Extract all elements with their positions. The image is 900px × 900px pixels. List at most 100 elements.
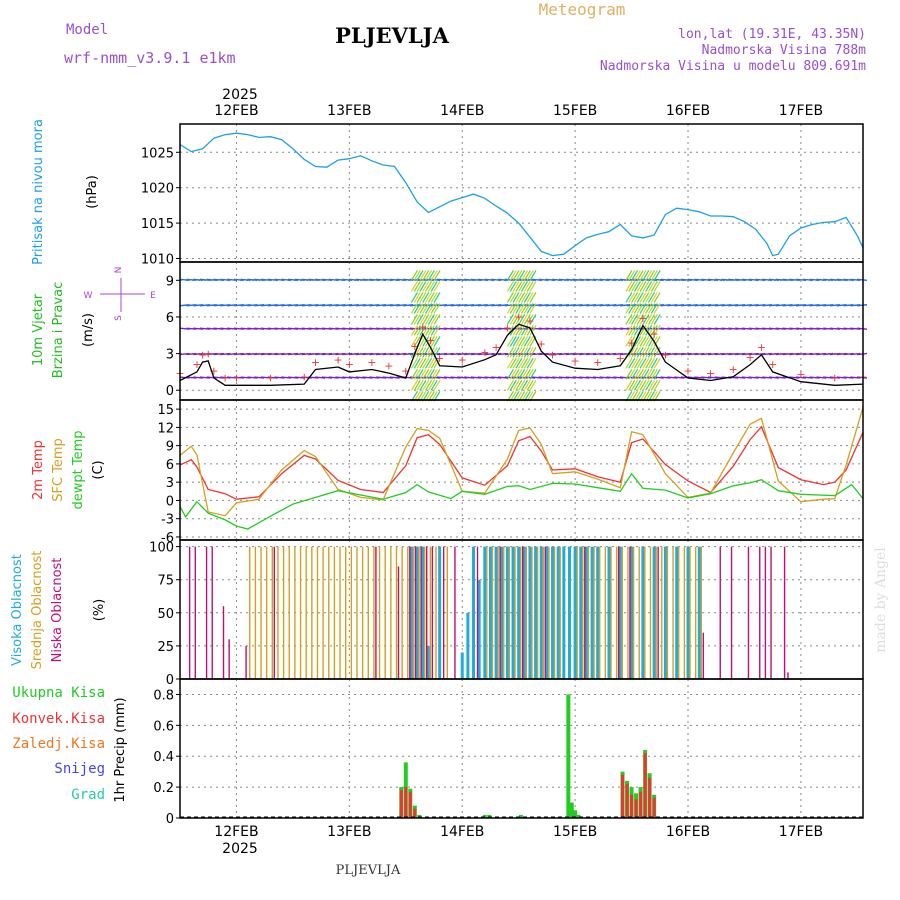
gust-marker: + — [367, 356, 376, 369]
compass-e: E — [150, 291, 156, 301]
precip-legend: Ukupna Kisa Konvek.Kisa Zaledj.Kisa Snij… — [12, 685, 128, 803]
wind-barb — [645, 303, 653, 314]
gust-marker: + — [593, 356, 602, 369]
ytick-label: 75 — [157, 574, 174, 589]
wind-barb — [416, 270, 424, 281]
precip-total-label: Ukupna Kisa — [12, 685, 105, 701]
wind-ylabel-group: 10m Vjetar Brzina i Pravac (m/s) W N E S — [31, 267, 156, 379]
wind-barb — [425, 314, 433, 325]
wind-barb — [526, 292, 534, 303]
low-cloud-ylabel: Niska Oblacnost — [50, 558, 65, 663]
wind-barb — [628, 314, 636, 325]
wind-barb — [410, 303, 418, 314]
wind-barb — [636, 380, 644, 391]
wind-barb — [413, 314, 421, 325]
wind-barb — [526, 281, 534, 292]
snow-label: Snijeg — [54, 761, 105, 777]
wind-barb — [633, 292, 641, 303]
wind-barb — [636, 369, 644, 380]
wind-barb — [650, 270, 658, 281]
wind-barb — [413, 369, 421, 380]
model-elevation-label: Nadmorska Visina u modelu 809.691m — [600, 59, 866, 74]
wind-barb — [506, 369, 514, 380]
top-day-label: 16FEB — [666, 103, 710, 119]
series-line-2-1 — [179, 407, 864, 517]
watermark: made by Angel — [873, 547, 889, 653]
gust-marker: + — [525, 314, 534, 327]
precip-bar — [518, 814, 523, 818]
wind-barb — [427, 358, 435, 369]
wind-barb — [422, 325, 430, 336]
wind-barb — [856, 376, 868, 379]
wind-barb — [636, 347, 644, 358]
wind-barb — [427, 314, 435, 325]
wind-barb — [506, 281, 514, 292]
precip-ylabel: 1hr Precip (mm) — [113, 697, 128, 802]
wind-barb — [520, 281, 529, 292]
precip-bar — [643, 753, 647, 818]
wind-barb — [506, 292, 514, 303]
precip-bar — [417, 814, 422, 818]
wind-barb — [642, 336, 650, 347]
wind-barb — [639, 358, 647, 369]
wind-barb — [506, 314, 514, 325]
precip-bar — [404, 787, 408, 818]
wind-barb — [647, 358, 656, 369]
bottom-day-label: 13FEB — [327, 824, 371, 840]
wind-barb — [633, 380, 641, 391]
wind-barb — [653, 325, 661, 336]
gust-marker: + — [503, 322, 512, 335]
wind-barb — [515, 369, 523, 380]
wind-barb — [515, 314, 523, 325]
wind-barb — [647, 325, 656, 336]
gust-marker: + — [729, 363, 738, 376]
wind-ylabel: 10m Vjetar — [31, 293, 46, 366]
wind-barb — [856, 352, 868, 356]
precip-bar — [573, 810, 578, 818]
wind-barb — [523, 358, 531, 369]
wind-barb — [433, 369, 441, 380]
wind-barb — [650, 292, 658, 303]
wind-barb — [645, 314, 653, 325]
model-name: wrf-nmm_v3.9.1 e1km — [64, 49, 236, 67]
gust-marker: + — [266, 372, 275, 385]
wind-barb — [413, 336, 421, 347]
wind-barb — [416, 314, 424, 325]
wind-barb — [427, 270, 435, 281]
wind-barb — [647, 347, 656, 358]
gust-marker: + — [627, 336, 636, 349]
gust-marker: + — [830, 372, 839, 385]
wind-barb — [647, 292, 656, 303]
wind-barb — [410, 292, 418, 303]
wind-barb — [427, 369, 435, 380]
wind-barb — [520, 358, 529, 369]
gust-marker: + — [435, 352, 444, 365]
cloud-ylabel-group: Visoka Oblacnost Srednja Oblacnost Niska… — [10, 551, 107, 670]
wind-barb — [645, 292, 653, 303]
wind-barb — [631, 347, 639, 358]
precip-bar — [621, 774, 625, 818]
wind-barb — [433, 292, 441, 303]
wind-barb — [529, 270, 537, 281]
wind-barb — [639, 369, 647, 380]
precip-bar — [399, 790, 403, 818]
wind-barb — [518, 347, 526, 358]
wind-barb — [639, 347, 647, 358]
wind-barb — [526, 314, 534, 325]
wind-barb — [650, 303, 658, 314]
wind-barb — [636, 303, 644, 314]
wind-barb — [529, 369, 537, 380]
station-title: PLJEVLJA — [335, 23, 449, 48]
gust-marker: + — [537, 337, 546, 350]
wind-barb — [410, 314, 418, 325]
bottom-day-labels: 12FEB 13FEB 14FEB 15FEB 16FEB 17FEB — [214, 824, 823, 840]
precip-bar — [639, 791, 643, 818]
wind-barb — [419, 303, 427, 314]
wind-barb — [526, 303, 534, 314]
bottom-day-label: 14FEB — [440, 824, 484, 840]
wind-barb — [410, 358, 418, 369]
wind-barb — [518, 292, 526, 303]
ytick-label: -6 — [161, 531, 174, 546]
model-label: Model — [66, 22, 108, 38]
